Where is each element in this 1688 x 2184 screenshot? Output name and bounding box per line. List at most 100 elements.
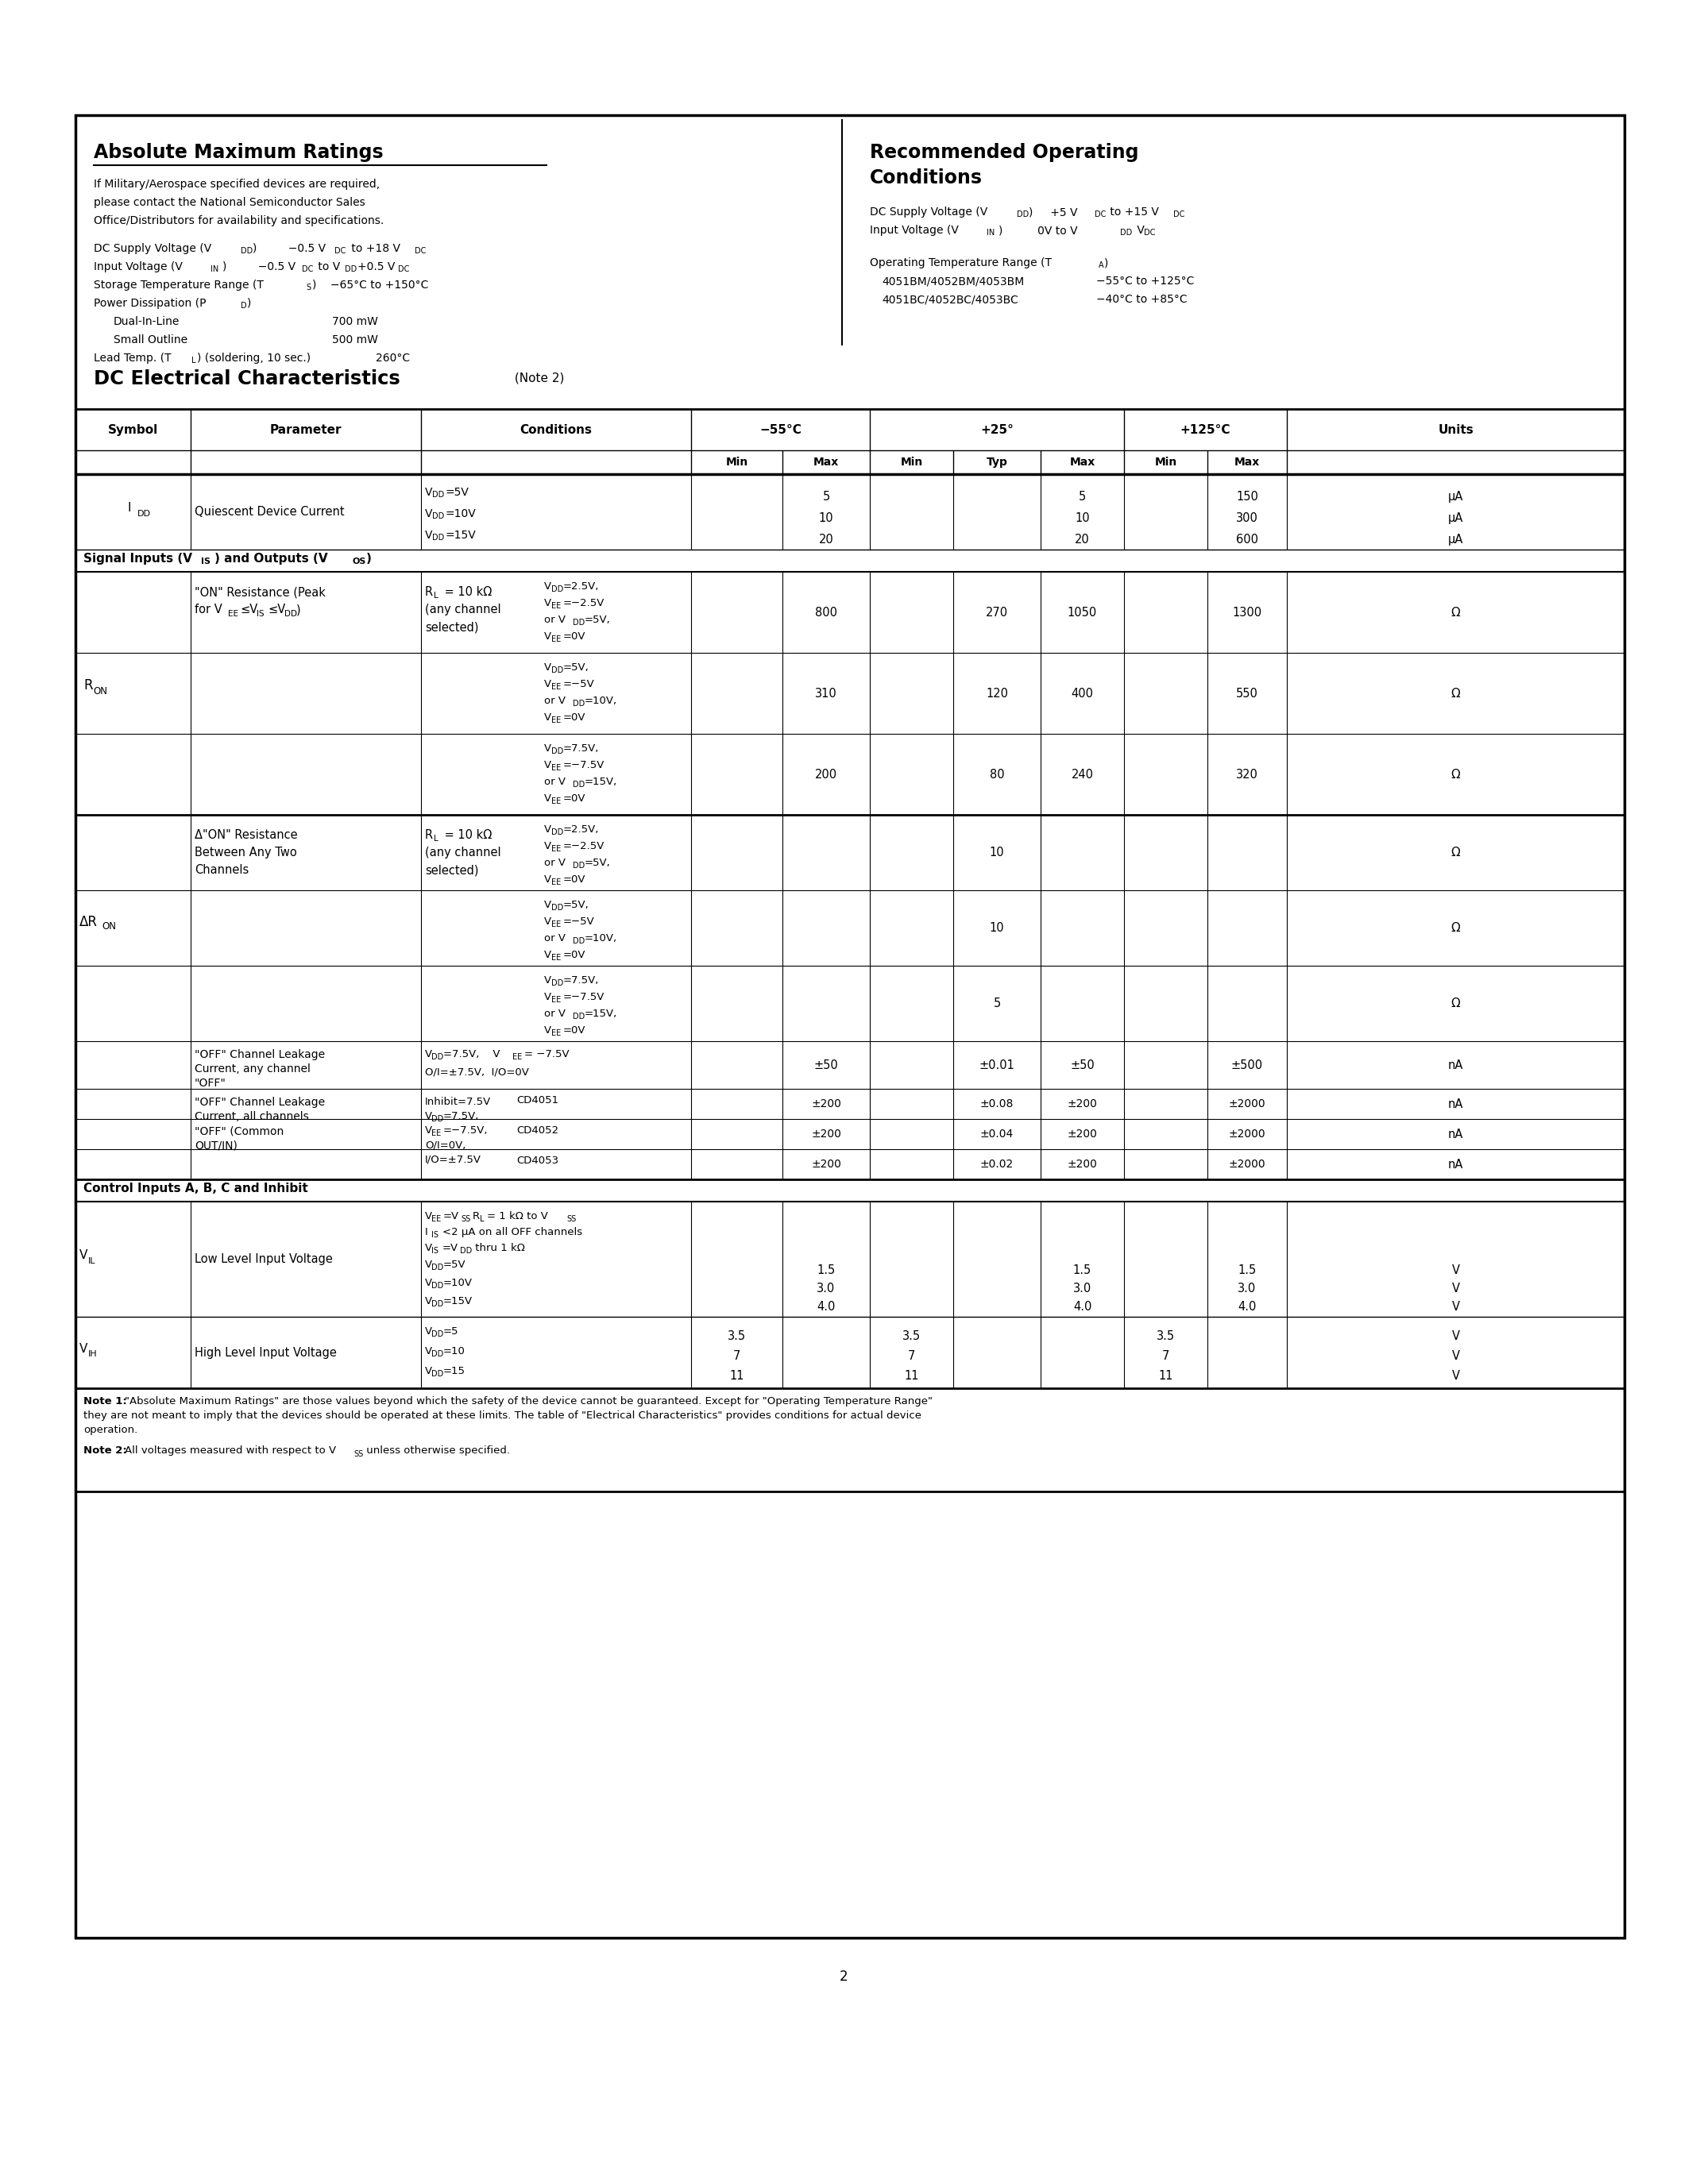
Text: (any channel: (any channel [425, 847, 501, 858]
Text: DD: DD [432, 1282, 444, 1291]
Text: V: V [1452, 1282, 1460, 1295]
Text: Dual-In-Line: Dual-In-Line [113, 317, 181, 328]
Text: DC: DC [1144, 229, 1155, 236]
Text: Max: Max [1070, 456, 1096, 467]
Text: 1.5: 1.5 [1074, 1265, 1092, 1275]
Text: IH: IH [88, 1350, 98, 1358]
Text: 5: 5 [1079, 491, 1085, 502]
Text: Δ"ON" Resistance: Δ"ON" Resistance [194, 830, 297, 841]
Text: (Note 2): (Note 2) [511, 371, 564, 384]
Text: Recommended Operating: Recommended Operating [869, 142, 1139, 162]
Text: Ω: Ω [1452, 769, 1460, 780]
Text: +0.5 V: +0.5 V [358, 260, 395, 273]
Text: DD: DD [572, 780, 584, 788]
Text: operation.: operation. [83, 1424, 138, 1435]
Text: ±2000: ±2000 [1229, 1129, 1266, 1140]
Text: V: V [1134, 225, 1144, 236]
Text: =7.5V,: =7.5V, [444, 1112, 479, 1120]
Text: Operating Temperature Range (T: Operating Temperature Range (T [869, 258, 1052, 269]
Text: ±200: ±200 [812, 1129, 841, 1140]
Text: =5V,: =5V, [564, 900, 589, 911]
Text: V: V [425, 1345, 432, 1356]
Text: V: V [425, 1278, 432, 1289]
Text: =0V: =0V [564, 793, 586, 804]
Text: ±0.08: ±0.08 [981, 1099, 1014, 1109]
Text: μA: μA [1448, 513, 1463, 524]
Text: 1.5: 1.5 [1237, 1265, 1256, 1275]
Text: ±2000: ±2000 [1229, 1099, 1266, 1109]
Text: =5V,: =5V, [564, 662, 589, 673]
Text: ): ) [366, 553, 371, 566]
Text: ): ) [1104, 258, 1109, 269]
Text: DC: DC [415, 247, 425, 256]
Text: DD: DD [137, 509, 150, 518]
Text: −55°C to +125°C: −55°C to +125°C [1096, 275, 1193, 286]
Text: V: V [544, 712, 552, 723]
Text: EE: EE [513, 1053, 522, 1061]
Text: or V: or V [544, 778, 565, 786]
Text: V: V [1452, 1350, 1460, 1363]
Text: V: V [544, 950, 552, 961]
Text: ±2000: ±2000 [1229, 1160, 1266, 1171]
Text: <2 μA on all OFF channels: <2 μA on all OFF channels [442, 1227, 582, 1238]
Text: 3.0: 3.0 [1074, 1282, 1092, 1295]
Text: = 10 kΩ: = 10 kΩ [441, 585, 491, 598]
Text: DD: DD [432, 1299, 444, 1308]
Text: ±0.04: ±0.04 [981, 1129, 1014, 1140]
Text: =−7.5V,: =−7.5V, [444, 1125, 488, 1136]
Text: Min: Min [1155, 456, 1177, 467]
Text: 4.0: 4.0 [1237, 1302, 1256, 1313]
Text: DD: DD [432, 1265, 444, 1271]
Text: nA: nA [1448, 1099, 1463, 1109]
Text: =7.5V,    V: =7.5V, V [444, 1048, 500, 1059]
Text: Storage Temperature Range (T: Storage Temperature Range (T [95, 280, 263, 290]
Text: 11: 11 [905, 1369, 918, 1382]
Text: O/I=0V,: O/I=0V, [425, 1140, 466, 1151]
Text: = 1 kΩ to V: = 1 kΩ to V [486, 1212, 549, 1221]
Text: ±50: ±50 [1070, 1059, 1094, 1070]
Text: I: I [127, 502, 132, 513]
Text: ≤V: ≤V [240, 603, 258, 616]
Text: SS: SS [353, 1450, 363, 1459]
Text: Max: Max [1234, 456, 1259, 467]
Text: EE: EE [432, 1129, 441, 1138]
Text: Max: Max [814, 456, 839, 467]
Text: 270: 270 [986, 607, 1008, 618]
Text: ≤V: ≤V [268, 603, 285, 616]
Text: EE: EE [552, 684, 560, 690]
Text: V: V [1452, 1369, 1460, 1382]
Text: =V: =V [442, 1243, 459, 1254]
Text: Parameter: Parameter [270, 424, 341, 435]
Text: for V: for V [194, 603, 223, 616]
Text: 700 mW: 700 mW [333, 317, 378, 328]
Text: Min: Min [726, 456, 748, 467]
Text: V: V [544, 992, 552, 1002]
Text: V: V [425, 509, 432, 520]
Text: Control Inputs A, B, C and Inhibit: Control Inputs A, B, C and Inhibit [83, 1182, 307, 1195]
Text: V: V [544, 874, 552, 885]
Text: EE: EE [552, 1029, 560, 1037]
Text: 200: 200 [815, 769, 837, 780]
Text: DC: DC [1094, 210, 1106, 218]
Text: )     +5 V: ) +5 V [1028, 207, 1077, 218]
Text: =−5V: =−5V [564, 679, 594, 690]
Text: DD: DD [432, 1350, 444, 1358]
Text: V: V [544, 631, 552, 642]
Text: 7: 7 [733, 1350, 741, 1363]
Text: 3.5: 3.5 [728, 1330, 746, 1343]
Text: Office/Distributors for availability and specifications.: Office/Distributors for availability and… [95, 216, 383, 227]
Text: 300: 300 [1236, 513, 1258, 524]
Text: =0V: =0V [564, 631, 586, 642]
Text: =5: =5 [444, 1326, 459, 1337]
Text: Channels: Channels [194, 865, 248, 876]
Text: 5: 5 [993, 998, 1001, 1009]
Text: R: R [425, 585, 434, 598]
Text: =−2.5V: =−2.5V [564, 841, 604, 852]
Text: V: V [544, 581, 552, 592]
Text: DD: DD [432, 1116, 444, 1123]
Text: unless otherwise specified.: unless otherwise specified. [363, 1446, 510, 1457]
Text: DD: DD [432, 491, 444, 498]
Text: V: V [544, 823, 552, 834]
Text: DD: DD [1121, 229, 1133, 236]
Text: CD4051: CD4051 [517, 1094, 559, 1105]
